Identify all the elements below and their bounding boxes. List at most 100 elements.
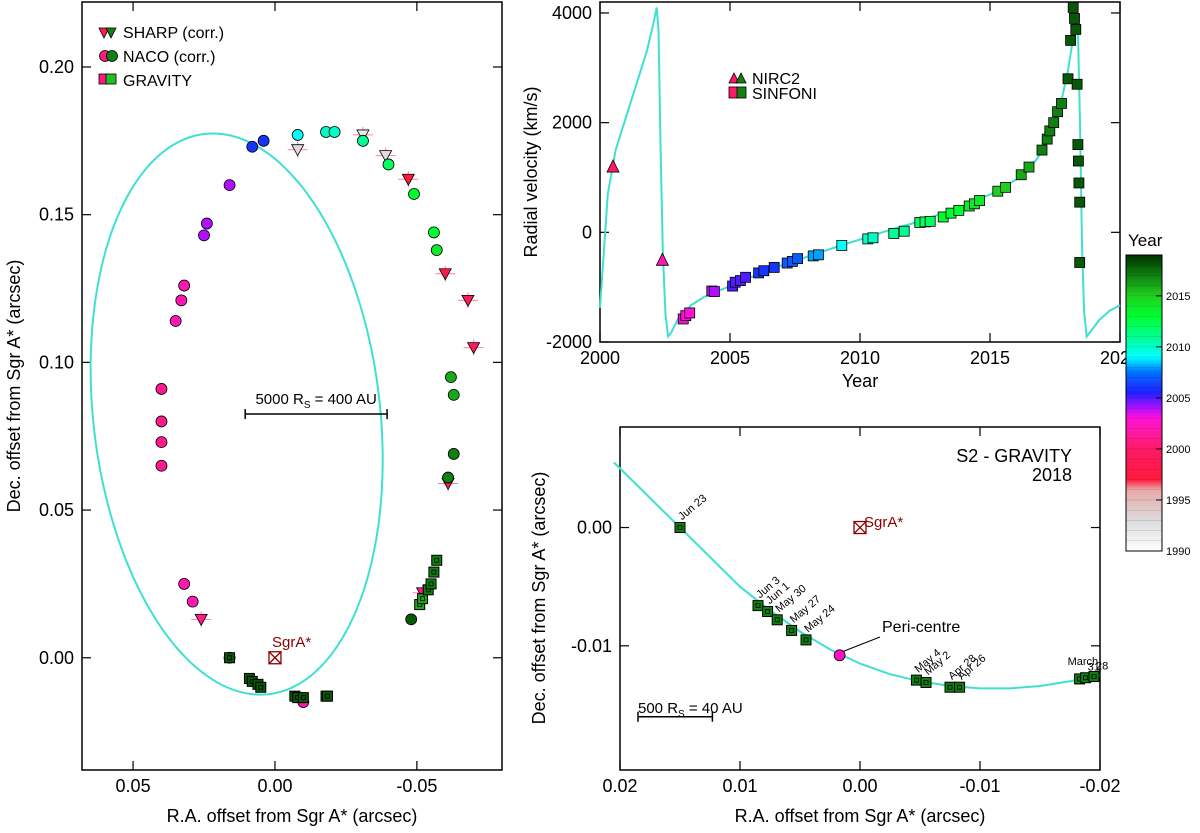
sinfoni-point	[953, 204, 965, 216]
naco-point	[291, 129, 304, 141]
zoom-panel: 0.02 0.01 0.00 -0.01 -0.020.00-0.01 Jun 23Ju…	[529, 426, 1121, 826]
y-tick-label: 0.10	[39, 352, 74, 372]
gravity-point	[255, 681, 267, 693]
naco-point	[328, 126, 341, 138]
pericentre-point	[833, 649, 846, 662]
zoom-sgra: SgrA*	[853, 514, 903, 535]
naco-point	[178, 578, 191, 590]
naco-point	[175, 294, 188, 307]
pericentre-leader-line	[843, 636, 881, 652]
sinfoni-point	[1071, 78, 1083, 90]
sinfoni-point	[1074, 257, 1086, 268]
naco-point	[246, 140, 259, 153]
gravity-point-inner	[227, 655, 232, 661]
x-tick-label: 2015	[970, 348, 1010, 368]
sharp-point	[466, 342, 481, 355]
sinfoni-point	[1056, 98, 1067, 109]
sharp-point	[438, 268, 452, 281]
zoom-y-axis-label: Dec. offset from Sgr A* (arcsec)	[529, 472, 549, 725]
zoom-gravity-point	[944, 681, 956, 693]
orbit-scalebar-label: 5000 RS = 400 AU	[255, 391, 376, 411]
legend-sharp-label: SHARP (corr.)	[123, 25, 224, 42]
sgra-cross-b	[853, 521, 867, 534]
zoom-gravity-point	[910, 674, 922, 686]
zoom-gravity-point	[771, 614, 783, 626]
zoom-gravity-point-inner	[947, 684, 953, 690]
naco-point	[169, 315, 182, 327]
gravity-point-inner	[325, 693, 330, 699]
naco-point	[442, 471, 454, 484]
sinfoni-point	[1062, 73, 1074, 85]
legend-sharp-marker-green	[105, 27, 117, 39]
zoom-x-axis-label: R.A. offset from Sgr A* (arcsec)	[735, 806, 986, 826]
orbit-points	[155, 126, 484, 708]
nirc2-point	[606, 159, 620, 173]
naco-point	[178, 279, 191, 292]
rv-points	[606, 2, 1086, 325]
naco-point	[405, 613, 418, 626]
sinfoni-point	[1069, 13, 1080, 24]
y-tick-label: 0.05	[39, 500, 74, 520]
sinfoni-point	[1000, 181, 1011, 193]
zoom-gravity-point	[786, 624, 798, 636]
colorbar-tick-label: 2015	[1166, 291, 1190, 303]
zoom-ticks: 0.02 0.01 0.00 -0.01 -0.02 0.00 -0.01	[571, 427, 1121, 796]
y-tick-label: 4000	[552, 3, 592, 23]
sharp-point	[291, 144, 305, 157]
rv-model-curve	[599, 7, 1121, 340]
sgra-box	[268, 651, 282, 665]
zoom-gravity-point	[674, 522, 686, 534]
zoom-gravity-point-inner	[677, 525, 683, 530]
sinfoni-point	[898, 225, 910, 237]
zoom-gravity-point	[954, 681, 966, 693]
sgra-label: SgrA*	[272, 634, 311, 651]
zoom-gravity-point-inner	[789, 628, 794, 633]
legend-sinfoni-marker-green	[736, 86, 747, 99]
sinfoni-point	[836, 240, 848, 251]
sinfoni-point	[709, 286, 720, 297]
naco-point	[155, 383, 168, 395]
colorbar-gradient	[1125, 254, 1163, 552]
zoom-curve	[613, 461, 1101, 690]
colorbar-tick-label: 2010	[1166, 342, 1190, 354]
naco-point	[257, 134, 270, 147]
x-tick-label: 0.05	[116, 776, 151, 796]
orbit-x-axis-label: R.A. offset from Sgr A* (arcsec)	[167, 806, 418, 826]
zoom-gravity-point-inner	[803, 637, 809, 643]
legend-naco-marker-green	[106, 50, 118, 62]
zoom-sgra-label: SgrA*	[864, 514, 903, 531]
pericentre-label: Peri-centre	[882, 619, 960, 636]
sinfoni-point	[1067, 2, 1079, 13]
y-tick-label: 0.00	[39, 648, 74, 668]
x-tick-label: 0.00	[842, 776, 877, 796]
sinfoni-point	[792, 253, 803, 265]
zoom-gravity-point	[1088, 671, 1100, 683]
zoom-gravity-point	[920, 676, 932, 688]
y-tick-label: 0.15	[39, 205, 74, 225]
zoom-gravity-point-inner	[774, 617, 780, 623]
gravity-point-inner	[420, 596, 425, 602]
gravity-point-inner	[434, 557, 440, 563]
x-tick-label: 0.00	[257, 776, 292, 796]
sgra-marker	[268, 651, 282, 665]
colorbar-title: Year	[1128, 231, 1163, 250]
sinfoni-point	[924, 215, 936, 227]
zoom-date-label: March	[1068, 656, 1099, 668]
naco-point	[186, 595, 199, 608]
x-tick-label: 2010	[840, 348, 880, 368]
zoom-date-label: 31	[1088, 662, 1100, 674]
zoom-gravity-point-inner	[914, 677, 919, 683]
sinfoni-point	[684, 307, 696, 319]
naco-point	[155, 415, 168, 428]
zoom-gravity-point-inner	[1091, 674, 1097, 679]
gravity-point	[297, 692, 309, 704]
colorbar-tick-label: 2005	[1166, 393, 1190, 405]
sinfoni-point	[1065, 34, 1076, 46]
legend-nirc2-marker-green	[735, 72, 747, 84]
naco-point	[447, 388, 460, 401]
naco-point	[155, 436, 168, 449]
zoom-gravity-point-inner	[765, 609, 770, 614]
sinfoni-point	[1070, 24, 1082, 35]
gravity-point-inner	[300, 695, 306, 701]
